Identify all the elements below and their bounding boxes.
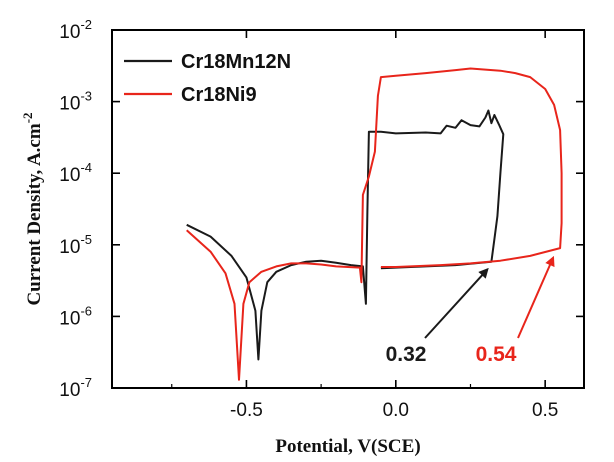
x-tick-label: 0.0	[383, 400, 409, 421]
series-line-cr18ni9	[186, 67, 563, 381]
annotations: 0.32 0.54	[386, 255, 555, 366]
legend-label-cr18mn12n: Cr18Mn12N	[181, 51, 291, 73]
y-tick-label: 10-3	[59, 89, 92, 115]
x-axis-label: Potential, V(SCE)	[275, 436, 420, 457]
legend: Cr18Mn12N Cr18Ni9	[124, 51, 291, 106]
annotation-arrow	[517, 255, 555, 339]
series-line-cr18mn12n	[186, 109, 505, 361]
y-axis-ticks: 10-7 10-6 10-5 10-4 10-3 10-2	[59, 17, 584, 401]
annotation-label: 0.32	[386, 343, 427, 366]
y-axis-label-main: Current Density, A.cm	[24, 123, 45, 305]
series-layer	[186, 67, 563, 381]
x-axis-ticks: -0.5 0.0 0.5	[171, 30, 558, 421]
x-tick-label: 0.5	[532, 400, 558, 421]
y-tick-label: 10-6	[59, 303, 92, 329]
y-tick-label: 10-7	[59, 375, 92, 401]
y-tick-label: 10-2	[59, 17, 92, 43]
x-tick-label: -0.5	[230, 400, 263, 421]
annotation-arrow	[424, 267, 489, 339]
y-tick-label: 10-4	[59, 160, 92, 186]
y-axis-label: Current Density, A.cm-2	[20, 112, 45, 305]
y-axis-label-superscript: -2	[20, 112, 35, 123]
legend-label-cr18ni9: Cr18Ni9	[181, 84, 257, 106]
plot-frame	[111, 29, 585, 389]
y-tick-label: 10-5	[59, 232, 92, 258]
annotation-label: 0.54	[476, 343, 517, 366]
